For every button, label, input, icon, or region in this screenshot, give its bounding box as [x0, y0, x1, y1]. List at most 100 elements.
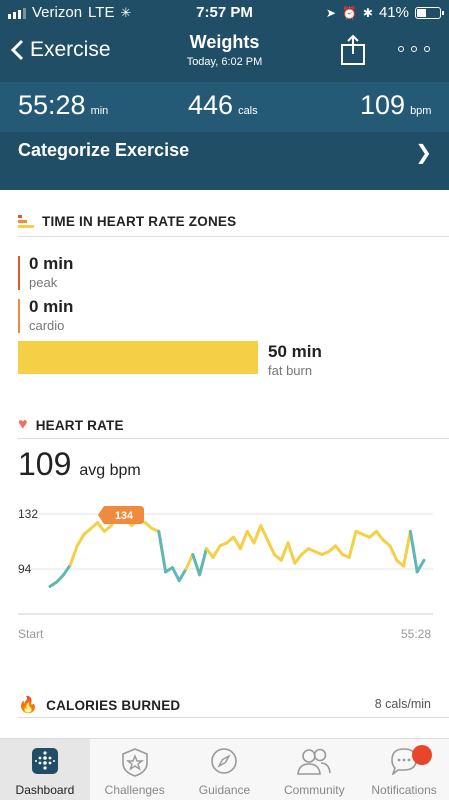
heart-rate-line-segment	[415, 558, 426, 574]
tab-community[interactable]: Community	[269, 739, 359, 800]
tab-guidance[interactable]: Guidance	[180, 739, 270, 800]
zone-fat-burn-value: 50 min	[268, 342, 322, 361]
chevron-left-icon	[10, 39, 24, 61]
compass-icon	[211, 748, 238, 774]
heart-rate-line-segment	[334, 544, 344, 556]
heart-rate-stat: 109 bpm	[360, 90, 431, 121]
duration-value: 55:28	[18, 90, 86, 120]
loading-icon: ✳	[120, 4, 132, 20]
zone-cardio-label: cardio	[29, 318, 65, 333]
tab-label: Guidance	[198, 783, 251, 797]
battery-percent: 41%	[378, 4, 409, 21]
community-icon	[297, 748, 332, 775]
location-icon: ➤	[325, 5, 336, 20]
heart-rate-line-segment	[293, 553, 304, 565]
stats-band: 55:28 min 446 cals 109 bpm	[0, 82, 449, 132]
challenges-icon	[121, 748, 148, 777]
share-icon[interactable]	[340, 34, 366, 66]
tab-label: Community	[283, 783, 345, 797]
heart-icon: ♥	[18, 416, 28, 433]
zone-peak: 0 min peak	[18, 254, 73, 290]
carrier: Verizon	[32, 4, 83, 21]
heart-rate-value: 109	[360, 90, 406, 120]
nav-bar: Exercise Weights Today, 6:02 PM	[0, 26, 449, 82]
divider	[18, 438, 449, 439]
peak-marker: 134	[98, 506, 144, 524]
avg-heart-rate: 109 avg bpm	[18, 446, 141, 483]
network-type: LTE	[88, 4, 115, 21]
clock: 7:57 PM	[196, 4, 253, 21]
tab-notifications[interactable]: Notifications	[359, 739, 449, 800]
heart-rate-line-segment	[388, 544, 399, 562]
x-start-label: Start	[18, 627, 44, 641]
heart-rate-line-segment	[402, 529, 412, 568]
y-tick-label: 132	[18, 507, 38, 521]
avg-heart-rate-label: avg bpm	[79, 462, 141, 479]
heart-rate-line-segment	[408, 529, 419, 574]
signal-icon	[8, 7, 26, 19]
heart-rate-line-segment	[170, 566, 181, 583]
heart-rate-line-segment	[259, 524, 270, 542]
y-tick-label: 94	[18, 562, 32, 576]
heart-rate-line-segment	[204, 547, 215, 559]
calories-heading: 🔥 CALORIES BURNED	[18, 695, 180, 715]
tab-label: Challenges	[104, 783, 165, 797]
back-label: Exercise	[30, 38, 111, 61]
header: Verizon LTE ✳ 7:57 PM ➤ ⏰ ✱ 41% Exercise…	[0, 0, 449, 190]
bluetooth-icon: ✱	[362, 5, 373, 20]
status-bar: Verizon LTE ✳ 7:57 PM ➤ ⏰ ✱ 41%	[0, 0, 449, 26]
heart-rate-line-segment	[96, 521, 106, 533]
heart-rate-line-segment	[347, 529, 358, 559]
heart-rate-line-segment	[232, 535, 242, 551]
heart-rate-line-segment	[374, 529, 385, 542]
heart-rate-line-segment	[184, 553, 195, 571]
zones-icon	[18, 214, 34, 228]
calories-stat: 446 cals	[188, 90, 258, 121]
heart-rate-line-segment	[157, 529, 168, 574]
heart-rate-chart[interactable]: 132 94 134 Start 55:28	[0, 500, 449, 650]
heart-rate-line-segment	[211, 544, 222, 559]
zone-peak-marker	[18, 256, 20, 290]
tab-label: Notifications	[371, 783, 437, 797]
categorize-label: Categorize Exercise	[18, 140, 190, 160]
heart-rate-line-segment	[238, 529, 249, 551]
heart-rate-line-segment	[266, 538, 276, 556]
heart-rate-unit: bpm	[410, 105, 432, 117]
heart-rate-line-segment	[279, 541, 290, 562]
heart-rate-line-segment	[75, 532, 86, 548]
heart-rate-line-segment	[62, 563, 72, 577]
battery-icon	[415, 6, 444, 19]
peak-label: 134	[115, 510, 134, 522]
heart-rate-line-segment	[252, 524, 263, 545]
chevron-right-icon: ❯	[415, 142, 432, 164]
heart-rate-heading: ♥ HEART RATE	[18, 416, 124, 434]
zones-heading: TIME IN HEART RATE ZONES	[18, 214, 236, 229]
heart-rate-line-segment	[177, 567, 188, 583]
tab-dashboard[interactable]: Dashboard	[0, 739, 90, 800]
divider	[18, 717, 449, 718]
more-icon[interactable]	[398, 46, 430, 52]
heart-rate-line-segment	[68, 544, 79, 567]
flame-icon: 🔥	[18, 697, 39, 714]
x-end-label: 55:28	[401, 627, 431, 641]
title-text: Weights	[189, 32, 260, 52]
back-button[interactable]: Exercise	[10, 38, 111, 62]
categorize-exercise-row[interactable]: Categorize Exercise ❯	[18, 140, 438, 164]
zones-title: TIME IN HEART RATE ZONES	[42, 214, 237, 229]
notification-badge	[412, 745, 433, 765]
duration-unit: min	[90, 105, 109, 117]
zone-fat-burn-label: fat burn	[268, 363, 313, 378]
divider	[18, 236, 449, 237]
calories-unit: cals	[238, 105, 258, 117]
calories-rate: 8 cals/min	[374, 697, 431, 711]
subtitle-text: Today, 6:02 PM	[186, 56, 263, 68]
zone-cardio-value: 0 min	[29, 297, 74, 316]
zone-fat-burn: 50 min fat burn	[268, 342, 322, 378]
tab-challenges[interactable]: Challenges	[90, 739, 180, 800]
heart-rate-line-segment	[191, 553, 202, 577]
calories-value: 446	[188, 90, 234, 120]
zone-cardio-marker	[18, 299, 20, 333]
alarm-icon: ⏰	[341, 5, 357, 20]
duration-stat: 55:28 min	[18, 90, 108, 121]
heart-rate-line-segment	[245, 529, 256, 545]
